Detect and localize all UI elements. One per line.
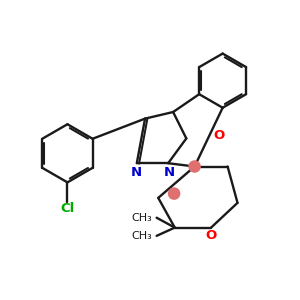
Text: N: N: [164, 166, 175, 178]
Text: O: O: [214, 129, 225, 142]
Text: Cl: Cl: [60, 202, 75, 215]
Circle shape: [168, 187, 180, 200]
Text: N: N: [130, 166, 142, 178]
Text: CH₃: CH₃: [131, 231, 152, 241]
Text: CH₃: CH₃: [131, 213, 152, 223]
Text: O: O: [206, 230, 217, 242]
Circle shape: [188, 160, 201, 173]
